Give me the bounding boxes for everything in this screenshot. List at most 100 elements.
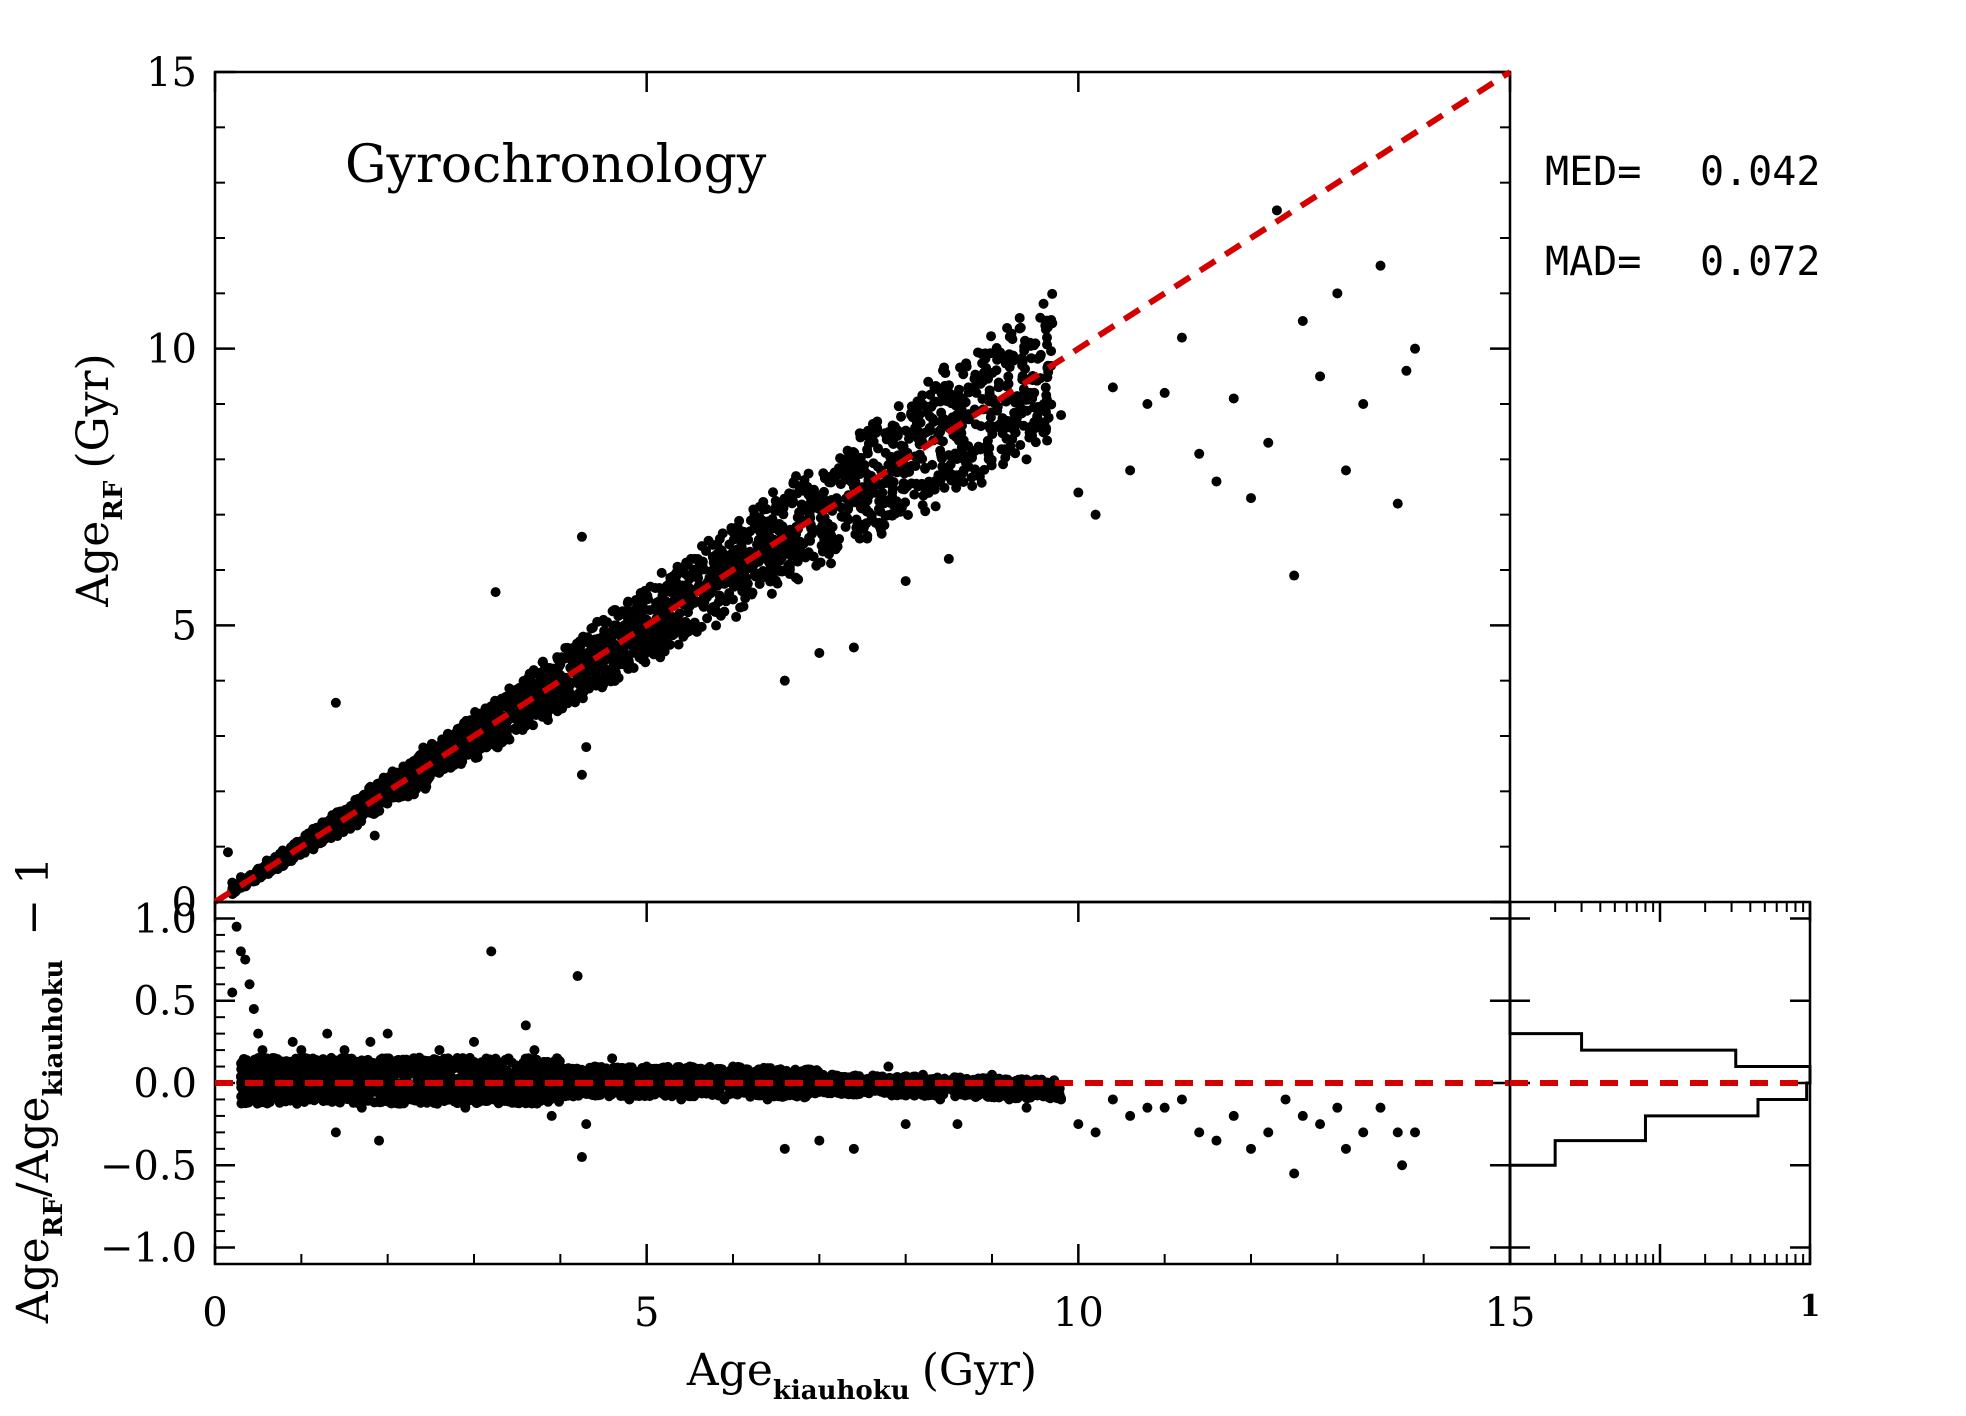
main-scatter-point	[945, 459, 956, 470]
main-scatter-point	[1263, 437, 1274, 448]
main-scatter-point	[900, 576, 911, 587]
main-y-axis-title: AgeRF(Gyr)	[68, 353, 129, 607]
residual-scatter-point	[952, 1119, 963, 1130]
main-scatter-point	[597, 673, 608, 684]
residual-scatter-point	[1358, 1127, 1369, 1138]
residual-scatter-point	[244, 979, 255, 990]
residual-scatter-point	[466, 1057, 477, 1068]
main-scatter-point	[350, 794, 361, 805]
main-scatter-point	[475, 739, 486, 750]
main-scatter-point	[1289, 570, 1300, 581]
main-scatter-point	[391, 772, 402, 783]
main-scatter-point	[816, 489, 827, 500]
main-scatter-point	[1125, 465, 1136, 476]
residual-scatter-point	[1090, 1127, 1101, 1138]
main-scatter-point	[792, 556, 803, 567]
main-scatter-point	[704, 572, 715, 583]
main-scatter-point	[756, 528, 767, 539]
main-scatter-point	[943, 553, 954, 564]
main-scatter-point	[936, 388, 947, 399]
main-scatter-point	[774, 519, 785, 530]
main-scatter-point	[576, 531, 587, 542]
main-scatter-point	[1358, 399, 1369, 409]
main-scatter-point	[898, 478, 909, 489]
main-scatter-point	[682, 559, 693, 570]
main-scatter-point	[516, 681, 527, 692]
main-scatter-point	[847, 476, 858, 487]
main-scatter-point	[872, 416, 883, 427]
main-scatter-point	[513, 717, 524, 728]
main-scatter-point	[1046, 346, 1057, 357]
main-scatter-point	[724, 588, 735, 599]
residual-scatter-point	[789, 1090, 800, 1101]
main-scatter-point	[986, 454, 997, 465]
residual-scatter-point	[365, 1036, 376, 1047]
main-scatter-point	[811, 560, 822, 571]
main-scatter-point	[868, 429, 879, 440]
main-scatter-point	[888, 500, 899, 511]
main-scatter-point	[465, 745, 476, 756]
main-scatter-point	[682, 591, 693, 602]
main-scatter-point	[749, 519, 760, 530]
main-scatter-point	[712, 539, 723, 550]
main-scatter-point	[1015, 322, 1026, 333]
main-scatter-point	[1041, 332, 1052, 343]
main-scatter-point	[896, 411, 907, 422]
main-scatter-point	[956, 442, 967, 453]
main-scatter-point	[741, 572, 752, 583]
main-scatter-point	[993, 382, 1004, 393]
main-scatter-point	[583, 637, 594, 648]
main-scatter-point	[770, 501, 781, 512]
main-scatter-point	[946, 475, 957, 486]
main-scatter-point	[497, 701, 508, 712]
main-scatter-point	[974, 471, 985, 482]
main-scatter-point	[958, 477, 969, 488]
main-scatter-point	[587, 622, 598, 633]
main-scatter-point	[841, 458, 852, 469]
main-scatter-point	[939, 413, 950, 424]
main-scatter-point	[461, 715, 472, 726]
main-scatter-point	[714, 590, 725, 601]
main-scatter-point	[841, 469, 852, 480]
main-scatter-point	[824, 531, 835, 542]
main-scatter-point	[1030, 437, 1041, 448]
main-scatter-point	[662, 580, 673, 591]
main-scatter-point	[1107, 382, 1118, 393]
main-scatter-point	[977, 394, 988, 405]
main-scatter-point	[937, 461, 948, 472]
main-scatter-point	[1040, 324, 1051, 335]
main-scatter-point	[489, 728, 500, 739]
main-scatter-point	[1009, 425, 1020, 436]
main-scatter-point	[598, 656, 609, 667]
main-scatter-point	[967, 448, 978, 459]
residual-scatter-point	[511, 1062, 522, 1073]
main-scatter-point	[517, 725, 528, 736]
main-scatter-point	[508, 690, 519, 701]
med-value: 0.042	[1700, 149, 1820, 195]
main-scatter-point	[808, 551, 819, 562]
main-scatter-point	[738, 601, 749, 612]
main-scatter-point	[633, 635, 644, 646]
main-y-tick-label: 0	[172, 880, 197, 926]
residual-scatter-point	[900, 1119, 911, 1130]
main-scatter-point	[992, 401, 1003, 412]
main-scatter-point	[848, 446, 859, 457]
main-scatter-point	[988, 394, 999, 405]
main-scatter-point	[527, 707, 538, 718]
main-scatter-point	[814, 648, 825, 658]
main-scatter-point	[639, 585, 650, 596]
main-scatter-point	[1003, 378, 1014, 389]
residual-scatter-point	[1228, 1110, 1239, 1121]
main-scatter-point	[790, 542, 801, 553]
main-y-tick-label: 15	[146, 50, 197, 96]
main-scatter-point	[1035, 349, 1046, 360]
residual-scatter-point	[1176, 1094, 1187, 1105]
residual-scatter-point	[486, 946, 497, 957]
main-scatter-point	[924, 411, 935, 422]
main-reference-line	[213, 69, 1512, 905]
main-scatter-point	[1142, 399, 1153, 409]
main-scatter-point	[967, 480, 978, 491]
residual-scatter-point	[1073, 1119, 1084, 1130]
main-scatter-point	[1090, 509, 1101, 520]
residual-scatter-point	[1375, 1102, 1386, 1113]
